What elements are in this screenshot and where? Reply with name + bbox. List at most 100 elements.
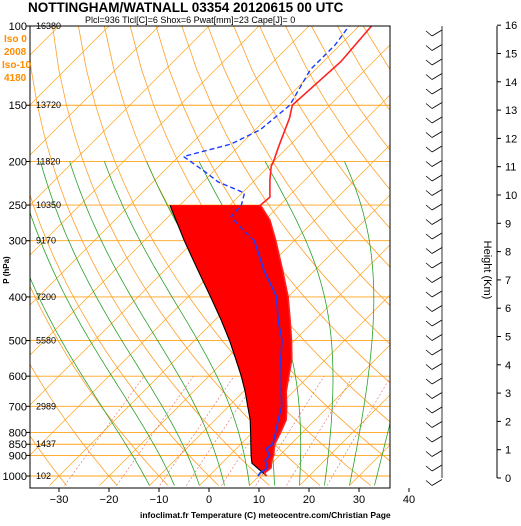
p-tick-label: 300 bbox=[9, 236, 27, 248]
height-km-tick-label: 0 bbox=[505, 473, 511, 485]
wind-barb-staff bbox=[432, 45, 442, 51]
isotherm-line bbox=[400, 26, 521, 486]
p-tick-label: 800 bbox=[9, 427, 27, 439]
wind-barb bbox=[426, 422, 442, 428]
wind-barb-staff bbox=[432, 175, 442, 181]
x-tick-label: 30 bbox=[353, 494, 365, 506]
dry-adiabat-line bbox=[0, 26, 16, 486]
wind-barb-staff bbox=[432, 349, 442, 355]
wind-barb bbox=[426, 146, 442, 152]
wind-barb-flag bbox=[426, 234, 432, 239]
wind-barb-staff bbox=[432, 378, 442, 384]
wind-barb-staff bbox=[432, 117, 442, 123]
wind-barb bbox=[426, 436, 442, 442]
wind-barb-staff bbox=[432, 161, 442, 167]
wind-barb-flag bbox=[426, 162, 432, 167]
height-label: 10350 bbox=[36, 200, 61, 210]
y-axis-label: P (hPa) bbox=[2, 256, 11, 284]
mixing-ratio-line bbox=[327, 376, 391, 485]
wind-barb-staff bbox=[432, 59, 442, 65]
wind-barb bbox=[426, 59, 442, 65]
wind-barb bbox=[426, 291, 442, 297]
wind-barb bbox=[426, 306, 442, 312]
wind-barb bbox=[426, 277, 442, 283]
wind-barb-staff bbox=[432, 74, 442, 80]
p-tick-label: 200 bbox=[9, 156, 27, 168]
moist-adiabat-line bbox=[345, 162, 374, 486]
height-label: 9170 bbox=[36, 236, 56, 246]
wind-barb-staff bbox=[432, 132, 442, 138]
p-tick-label: 1000 bbox=[3, 471, 27, 483]
wind-barb-staff bbox=[432, 407, 442, 413]
height-km-tick-label: 13 bbox=[505, 105, 517, 117]
wind-barb-flag bbox=[426, 75, 432, 80]
height-km-tick-label: 14 bbox=[505, 77, 517, 89]
dry-adiabat-line bbox=[130, 26, 472, 486]
wind-barb-flag bbox=[426, 133, 432, 138]
wind-barb-flag bbox=[426, 31, 432, 36]
height-label: 11820 bbox=[36, 156, 60, 166]
wind-barb-staff bbox=[432, 306, 442, 312]
dry-adiabat-line bbox=[0, 26, 67, 486]
p-tick-label: 150 bbox=[9, 100, 27, 112]
wind-barb bbox=[426, 117, 442, 123]
wind-barb bbox=[426, 378, 442, 384]
mixing-ratio-line bbox=[117, 376, 194, 485]
wind-barb-flag bbox=[426, 452, 432, 457]
wind-barb bbox=[426, 30, 442, 36]
wind-barb-staff bbox=[432, 30, 442, 36]
chart-title: NOTTINGHAM/WATNALL 03354 20120615 00 UTC bbox=[28, 0, 344, 15]
height-km-tick-label: 2 bbox=[505, 416, 511, 428]
wind-barb-staff bbox=[432, 190, 442, 196]
x-tick-label: −20 bbox=[100, 494, 119, 506]
mixing-ratio-line bbox=[160, 376, 234, 485]
wind-barb-staff bbox=[432, 277, 442, 283]
x-tick-label: 40 bbox=[403, 494, 415, 506]
wind-barb-staff bbox=[432, 219, 442, 225]
wind-barb bbox=[426, 175, 442, 181]
wind-barb-flag bbox=[426, 481, 432, 486]
isotherm-line bbox=[0, 26, 209, 486]
dry-adiabat-line bbox=[1, 26, 219, 486]
iso0-height: 2008 bbox=[4, 47, 27, 58]
wind-barb-flag bbox=[426, 176, 432, 181]
iso0-label: Iso 0 bbox=[4, 34, 27, 45]
wind-barb bbox=[426, 364, 442, 370]
wind-barb bbox=[426, 132, 442, 138]
height-label: 2989 bbox=[36, 401, 56, 411]
height-label: 16380 bbox=[36, 21, 61, 31]
height-km-tick-label: 15 bbox=[505, 49, 517, 61]
wind-barb bbox=[426, 349, 442, 355]
dry-adiabat-line bbox=[0, 26, 117, 486]
isotherm-line bbox=[0, 26, 9, 486]
wind-barb-staff bbox=[432, 320, 442, 326]
height-label: 102 bbox=[36, 471, 51, 481]
height-km-tick-label: 12 bbox=[505, 133, 517, 145]
wind-barb-flag bbox=[426, 263, 432, 268]
wind-barb-flag bbox=[426, 292, 432, 297]
wind-barb-flag bbox=[426, 350, 432, 355]
wind-barb-flag bbox=[426, 249, 432, 254]
height-label: 5580 bbox=[36, 336, 56, 346]
wind-barb-staff bbox=[432, 422, 442, 428]
wind-barb-flag bbox=[426, 147, 432, 152]
height-km-tick-label: 1 bbox=[505, 445, 511, 457]
p-tick-label: 100 bbox=[9, 21, 27, 33]
wind-barb-flag bbox=[426, 60, 432, 65]
chart-subtitle: Plcl=936 Tlcl[C]=6 Shox=6 Pwat[mm]=23 Ca… bbox=[85, 15, 295, 25]
wind-barb-staff bbox=[432, 465, 442, 471]
isotherm-line bbox=[350, 26, 521, 486]
wind-barb bbox=[426, 45, 442, 51]
wind-barb bbox=[426, 190, 442, 196]
height-km-tick-label: 16 bbox=[505, 20, 517, 32]
p-tick-label: 500 bbox=[9, 336, 27, 348]
wind-barb-staff bbox=[432, 364, 442, 370]
wind-barb-staff bbox=[432, 262, 442, 268]
x-tick-label: 20 bbox=[303, 494, 315, 506]
height-km-tick-label: 6 bbox=[505, 303, 511, 315]
x-axis-label: infoclimat.fr Temperature (C) meteocentr… bbox=[140, 510, 391, 520]
moist-adiabat-line bbox=[15, 162, 174, 486]
wind-barb bbox=[426, 262, 442, 268]
wind-barb-flag bbox=[426, 408, 432, 413]
